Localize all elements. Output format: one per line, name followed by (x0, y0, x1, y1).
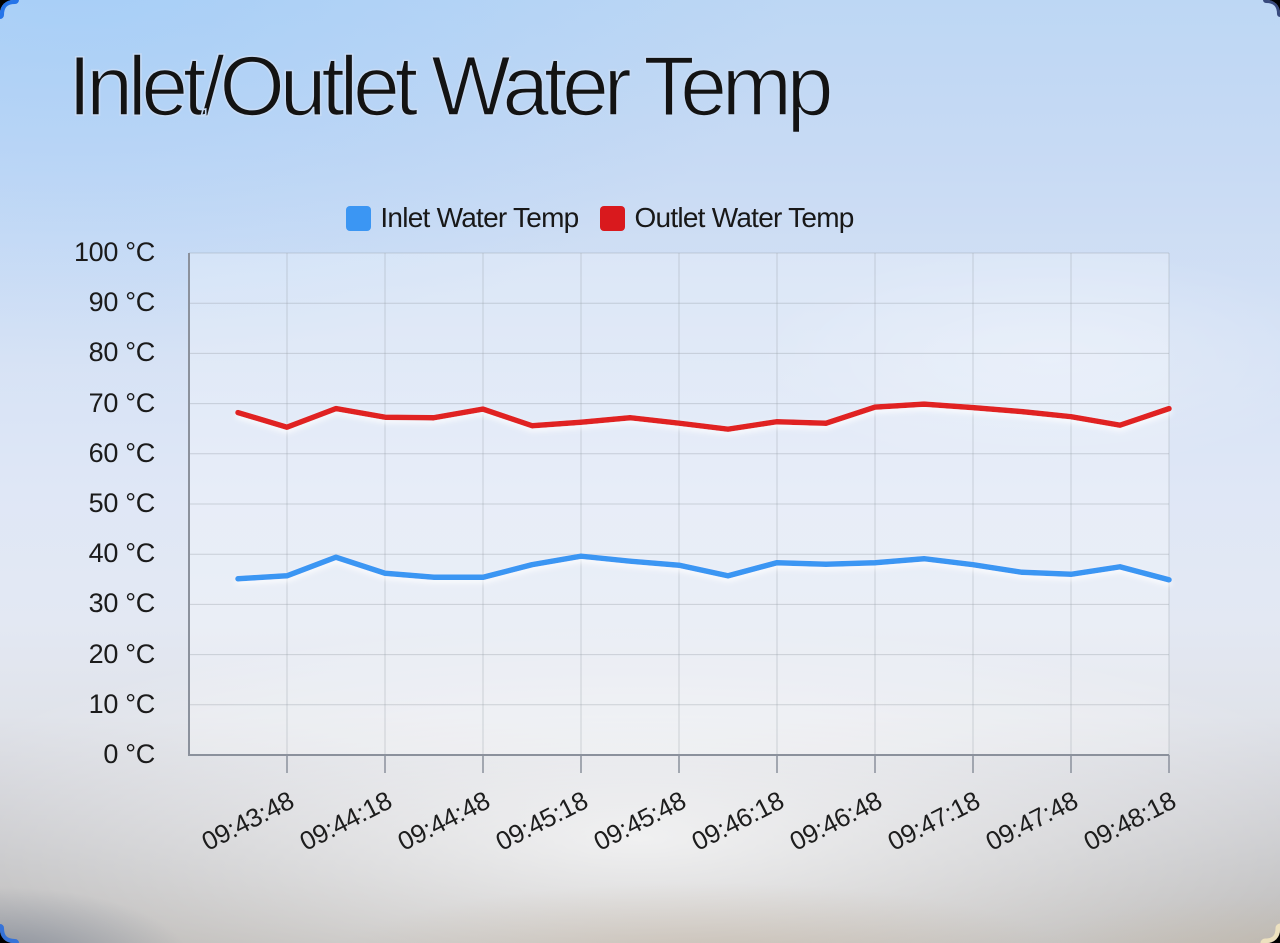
outlet-legend-label: Outlet Water Temp (634, 202, 854, 233)
y-axis-label: 70 °C (88, 387, 156, 418)
plot-area (189, 253, 1169, 755)
y-axis-label: 90 °C (88, 287, 156, 318)
inlet-legend-swatch-icon (346, 205, 372, 231)
legend-item-inlet[interactable]: Inlet Water Temp (346, 202, 579, 234)
y-axis-label: 100 °C (73, 237, 155, 267)
y-axis-label: 50 °C (88, 488, 156, 518)
legend-item-outlet[interactable]: Outlet Water Temp (600, 202, 854, 234)
y-axis-label: 10 °C (88, 688, 156, 719)
y-axis-label: 20 °C (88, 638, 156, 669)
y-axis-label: 30 °C (88, 588, 156, 619)
y-axis-label: 0 °C (103, 739, 155, 769)
chart-legend: Inlet Water Temp Outlet Water Temp (0, 202, 1200, 234)
inlet-legend-label: Inlet Water Temp (380, 202, 579, 233)
inlet-temp-line (235, 553, 1172, 583)
outlet-temp-line (235, 401, 1172, 432)
y-axis-label: 40 °C (88, 538, 156, 569)
chart-title: Inlet/Outlet Water Temp (67, 38, 834, 134)
y-axis-label: 60 °C (88, 437, 156, 468)
outlet-legend-swatch-icon (600, 205, 626, 231)
y-axis-label: 80 °C (88, 337, 156, 368)
